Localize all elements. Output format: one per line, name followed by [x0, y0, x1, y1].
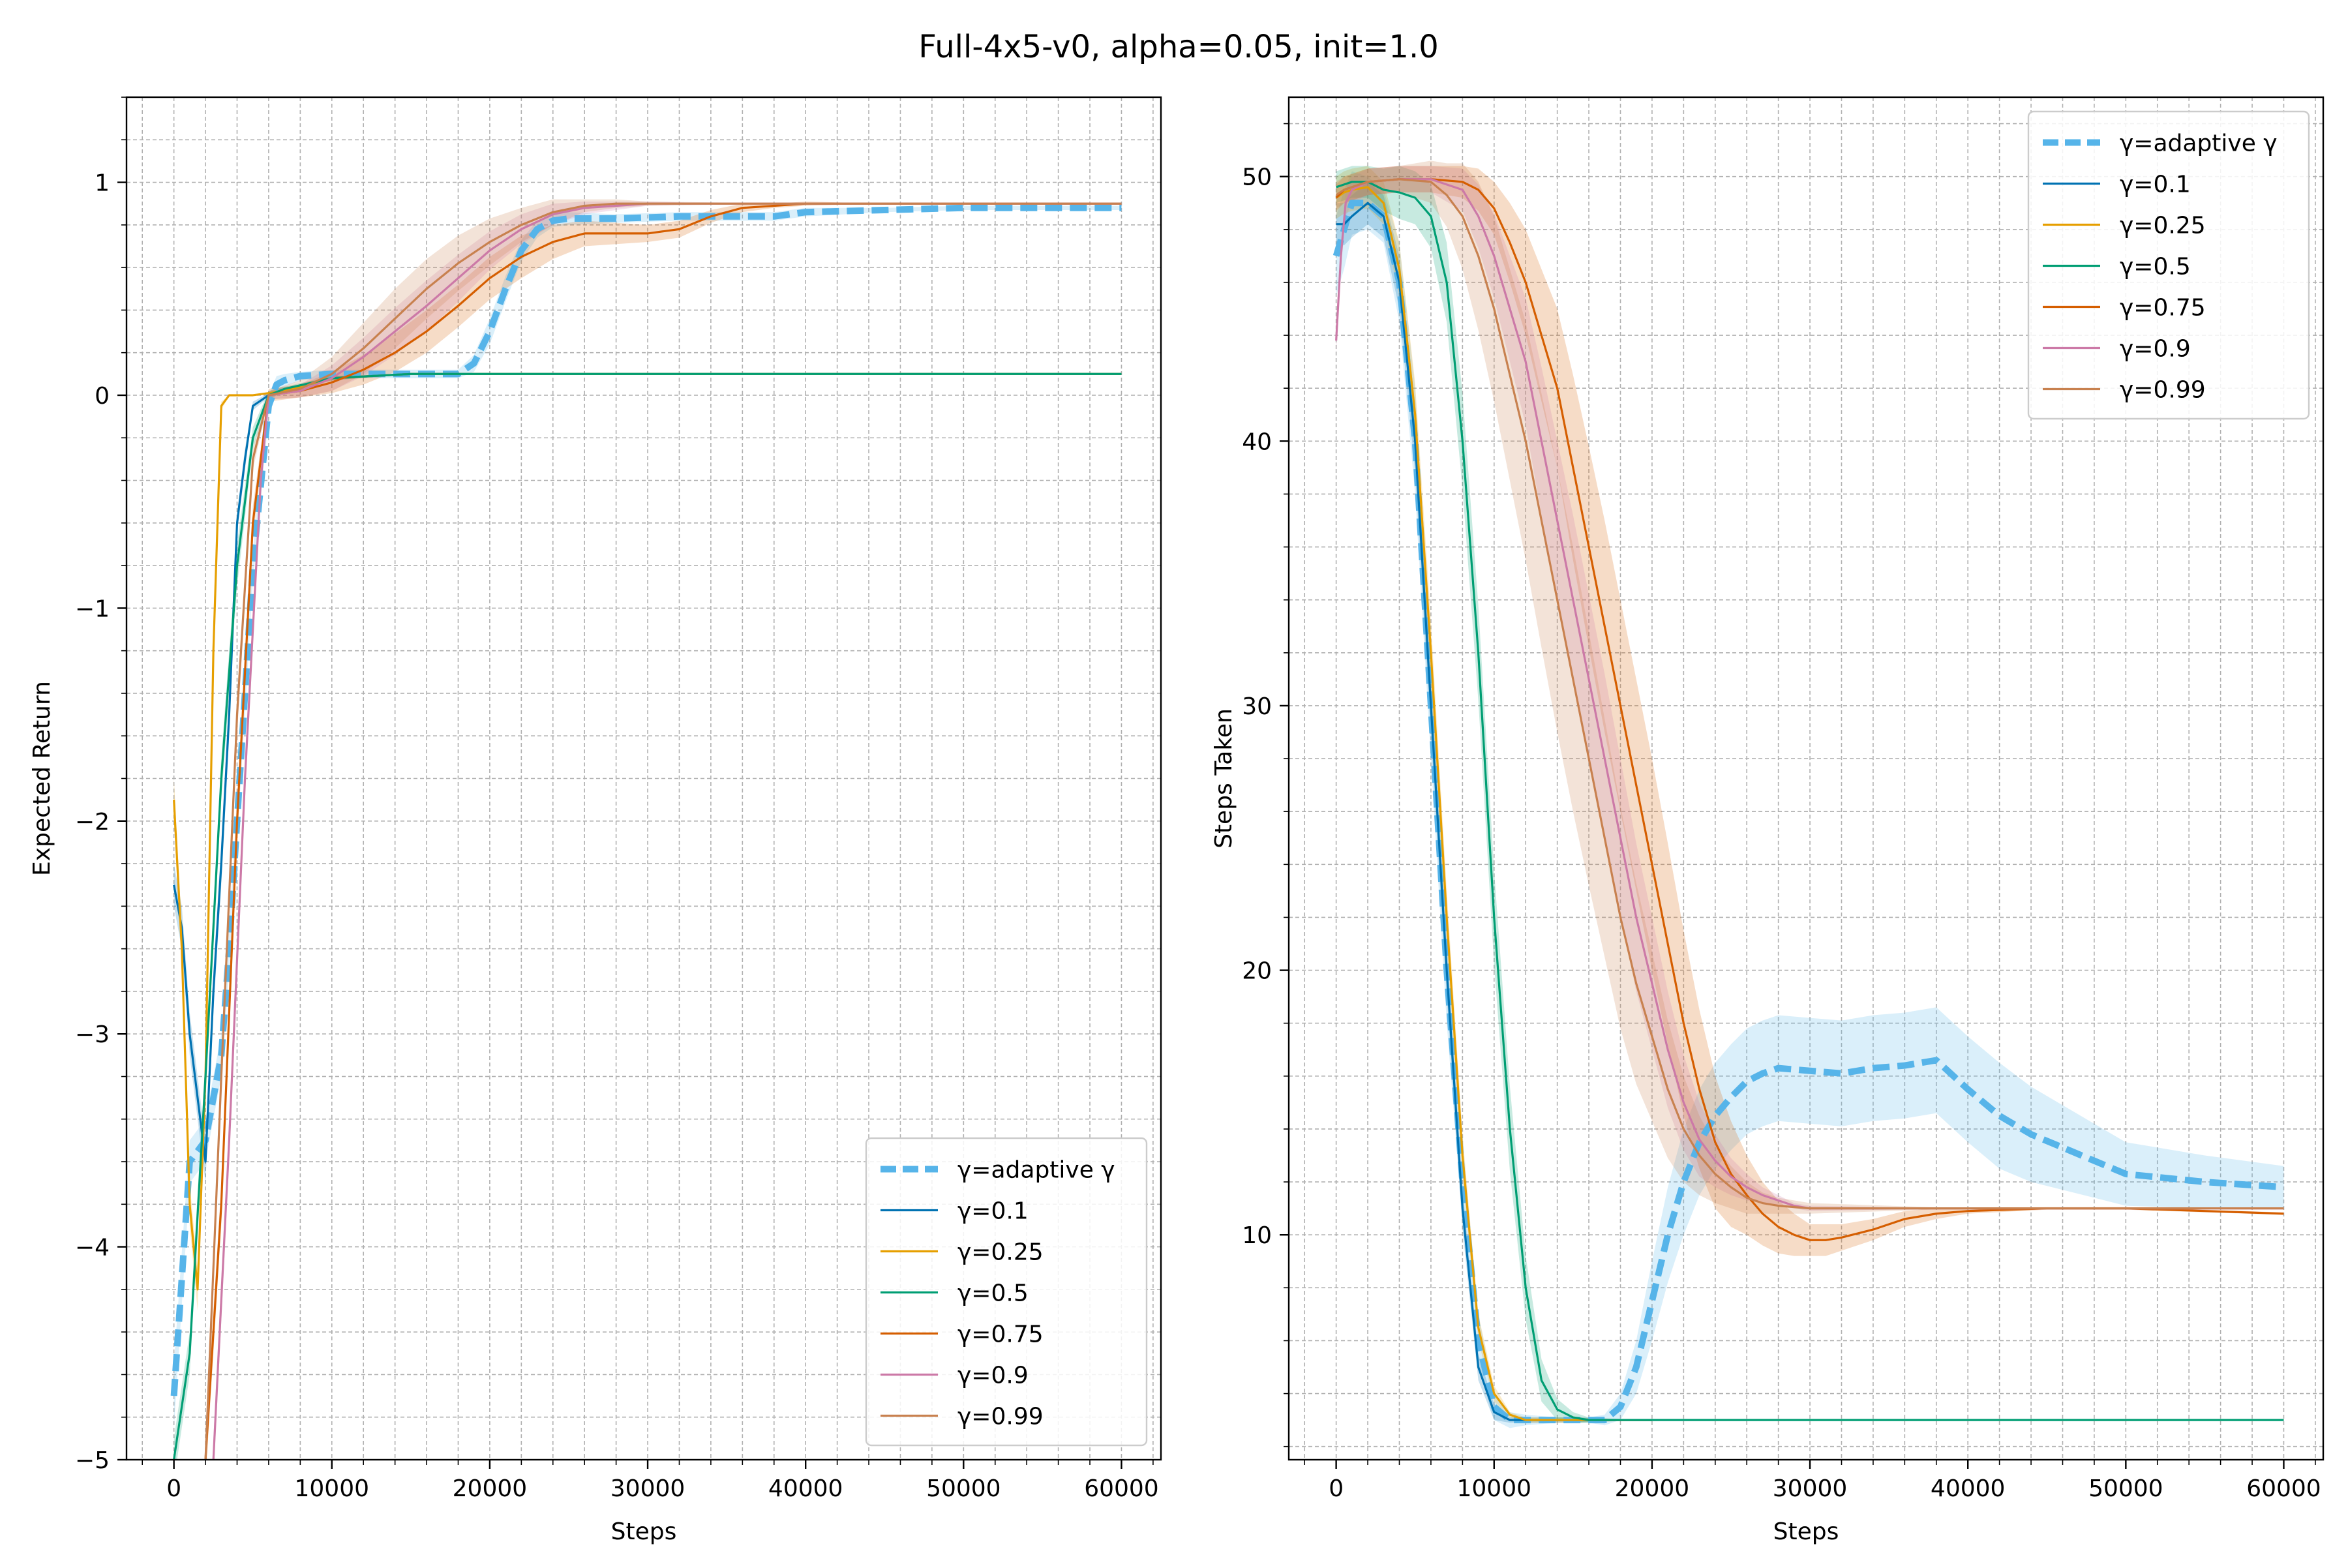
steps-line-g01: [1336, 202, 1652, 1421]
return-x-axis-title: Steps: [611, 1518, 677, 1545]
steps-x-tick-label: 40000: [1931, 1475, 2006, 1502]
return-y-tick-label: −5: [75, 1447, 110, 1474]
return-legend-label-g01: γ=0.1: [957, 1198, 1029, 1225]
steps-line-g099: [1335, 178, 2284, 1210]
steps-axes-frame: [1287, 96, 2325, 1461]
return-legend-label-g099: γ=0.99: [957, 1404, 1044, 1430]
return-plot-area: [170, 199, 1122, 1460]
steps-x-tick-label: 20000: [1615, 1475, 1690, 1502]
return-x-tick-label: 30000: [610, 1475, 685, 1502]
steps-legend-label-g05: γ=0.5: [2120, 254, 2191, 280]
return-y-axis-title: Expected Return: [29, 681, 55, 876]
steps-plot-area: [1332, 160, 2284, 1428]
steps-taken-panel: 0 10000 20000 30000 40000 50000 60000 10 20 30 40 5…: [1211, 96, 2325, 1545]
steps-y-tick-label: 40: [1242, 429, 1272, 455]
return-legend-label-g075: γ=0.75: [957, 1321, 1044, 1348]
figure-title: Full-4x5-v0, alpha=0.05, init=1.0: [918, 29, 1439, 65]
expected-return-panel: 0 10000 20000 30000 40000 50000 60000 −5 −4 −3 −2 −…: [29, 96, 1162, 1545]
return-y-tick-label: −3: [75, 1021, 110, 1048]
return-legend-label-g025: γ=0.25: [957, 1239, 1044, 1266]
return-x-tick-label: 60000: [1084, 1475, 1159, 1502]
return-y-tick-label: 0: [95, 383, 110, 410]
steps-x-tick-label: 0: [1329, 1475, 1344, 1502]
return-line-g05: [173, 372, 1122, 1460]
steps-y-tick-label: 20: [1242, 958, 1272, 985]
steps-y-tick-label: 50: [1242, 164, 1272, 191]
steps-x-tick-label: 50000: [2088, 1475, 2163, 1502]
return-legend: γ=adaptive γ γ=0.1 γ=0.25 γ=0.5 γ=0.75 γ=0.9 γ…: [865, 1137, 1148, 1447]
steps-line-g025: [1335, 186, 1652, 1421]
return-x-tick-label: 20000: [453, 1475, 528, 1502]
return-y-tick-label: −4: [75, 1235, 110, 1261]
steps-legend-label-g075: γ=0.75: [2120, 295, 2206, 322]
steps-legend: γ=adaptive γ γ=0.1 γ=0.25 γ=0.5 γ=0.75 γ=0.9 γ…: [2027, 110, 2310, 420]
return-x-tick-label: 50000: [926, 1475, 1001, 1502]
return-x-tick-label: 10000: [295, 1475, 370, 1502]
return-legend-label-adaptive: γ=adaptive γ: [957, 1157, 1115, 1184]
return-y-tick-label: −1: [75, 596, 110, 622]
steps-legend-label-g09: γ=0.9: [2120, 336, 2191, 363]
steps-x-tick-label: 60000: [2246, 1475, 2321, 1502]
steps-legend-box: [2027, 110, 2310, 420]
steps-y-tick-label: 10: [1242, 1222, 1272, 1249]
steps-legend-label-g025: γ=0.25: [2120, 213, 2206, 239]
return-line-g099: [204, 202, 1122, 1460]
steps-y-tick-label: 30: [1242, 693, 1272, 720]
return-y-tick-label: 1: [95, 170, 110, 197]
return-x-tick-label: 40000: [768, 1475, 843, 1502]
steps-y-axis-title: Steps Taken: [1211, 708, 1237, 849]
steps-x-axis-title: Steps: [1773, 1518, 1839, 1545]
steps-line-g05: [1336, 181, 2284, 1421]
steps-legend-label-g099: γ=0.99: [2120, 377, 2206, 404]
return-legend-label-g09: γ=0.9: [957, 1363, 1029, 1389]
return-x-tick-label: 0: [166, 1475, 181, 1502]
steps-line-g075: [1335, 178, 2284, 1241]
steps-band-adaptive: [1336, 171, 2284, 1428]
return-legend-box: [865, 1137, 1148, 1447]
steps-x-tick-label: 30000: [1773, 1475, 1848, 1502]
return-y-tick-label: −2: [75, 809, 110, 836]
steps-x-tick-label: 10000: [1457, 1475, 1532, 1502]
return-legend-label-g05: γ=0.5: [957, 1280, 1029, 1307]
steps-legend-label-g01: γ=0.1: [2120, 172, 2191, 198]
steps-legend-label-adaptive: γ=adaptive γ: [2120, 130, 2278, 157]
steps-band-g075: [1336, 166, 2284, 1256]
